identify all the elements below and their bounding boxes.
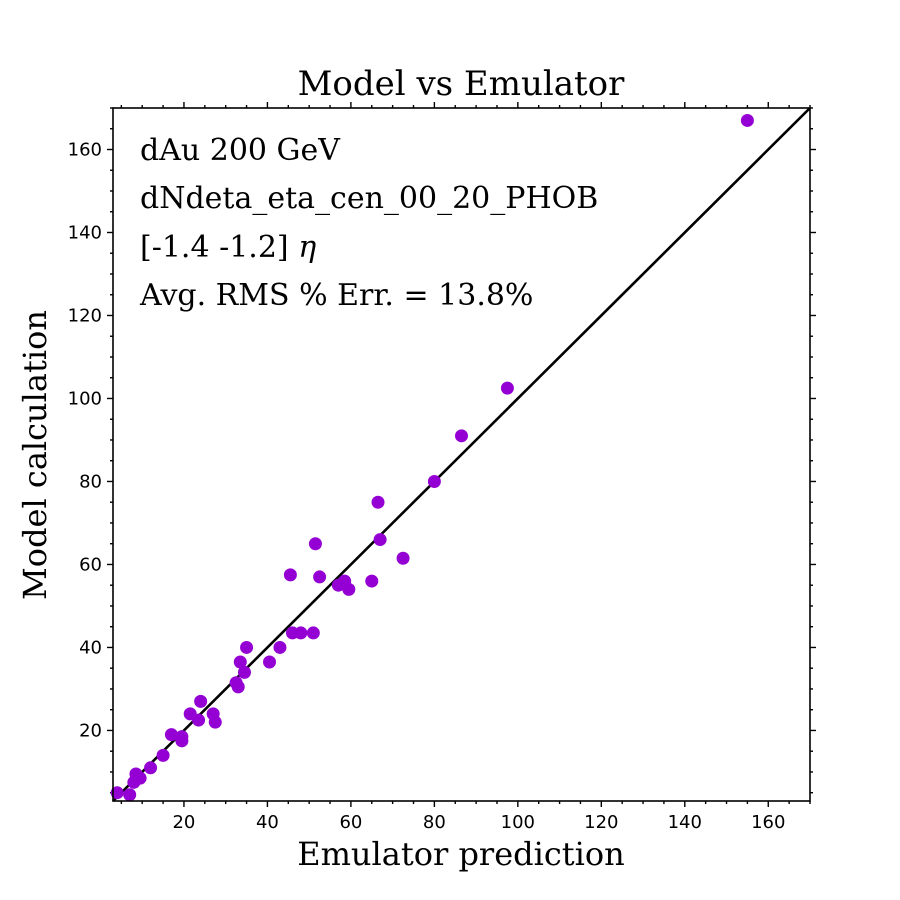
scatter-point [233,655,247,669]
eta-symbol: η [298,230,316,265]
y-tick-label: 160 [68,139,102,160]
scatter-point [164,728,178,742]
y-tick-label: 100 [68,388,102,409]
y-axis-label: Model calculation [16,310,54,600]
scatter-point [455,429,468,443]
x-axis-label: Emulator prediction [297,835,625,873]
scatter-point [294,626,308,640]
annotation-eta-range: [-1.4 -1.2] η [140,230,316,265]
scatter-point [427,474,441,488]
y-tick-label: 40 [79,637,102,658]
chart-title: Model vs Emulator [298,64,626,104]
annotation-observable: dNdeta_eta_cen_00_20_PHOB [140,181,598,216]
identity-line [112,107,811,802]
scatter-point [231,680,245,694]
y-tick-label: 60 [79,554,102,575]
scatter-point [273,640,287,654]
x-tick-label: 40 [256,812,279,833]
scatter-point [192,713,206,727]
scatter-point [342,582,356,596]
scatter-point [123,788,137,802]
annotation-rms-error: Avg. RMS % Err. = 13.8% [139,278,533,313]
x-tick-label: 60 [339,812,362,833]
x-tick-label: 20 [172,812,195,833]
scatter-point [306,626,320,640]
x-tick-label: 140 [668,812,702,833]
scatter-point [263,655,277,669]
scatter-point [240,640,254,654]
plot-frame [112,107,811,802]
scatter-point [371,495,385,509]
y-tick-label: 120 [68,305,102,326]
x-tick-label: 100 [501,812,535,833]
scatter-point [194,694,208,708]
scatter-point [373,533,387,547]
data-points [110,113,754,802]
scatter-point [156,748,170,762]
annotation-dataset: dAu 200 GeV [140,133,341,168]
scatter-point [396,551,410,565]
annotation-block: dAu 200 GeV dNdeta_eta_cen_00_20_PHOB [-… [139,133,598,313]
scatter-point [283,568,297,582]
scatter-point [208,715,222,729]
x-tick-label: 160 [751,812,785,833]
y-tick-label: 140 [68,222,102,243]
reference-line-layer [112,107,811,802]
y-tick-label: 80 [79,471,102,492]
scatter-point [144,761,158,775]
scatter-point [110,786,124,800]
scatter-point [500,381,514,395]
scatter-point [740,113,754,127]
scatter-point [175,730,189,744]
scatter-point [313,570,327,584]
x-tick-label: 80 [423,812,446,833]
axis-ticks: 20 40 60 80 100 120 140 160 20 40 60 80 100 120 140 160 [68,102,816,833]
y-tick-label: 20 [79,720,102,741]
scatter-point [133,771,147,785]
scatter-point [308,537,322,551]
scatter-point [365,574,379,588]
scatter-point [237,665,251,679]
x-tick-label: 120 [584,812,618,833]
